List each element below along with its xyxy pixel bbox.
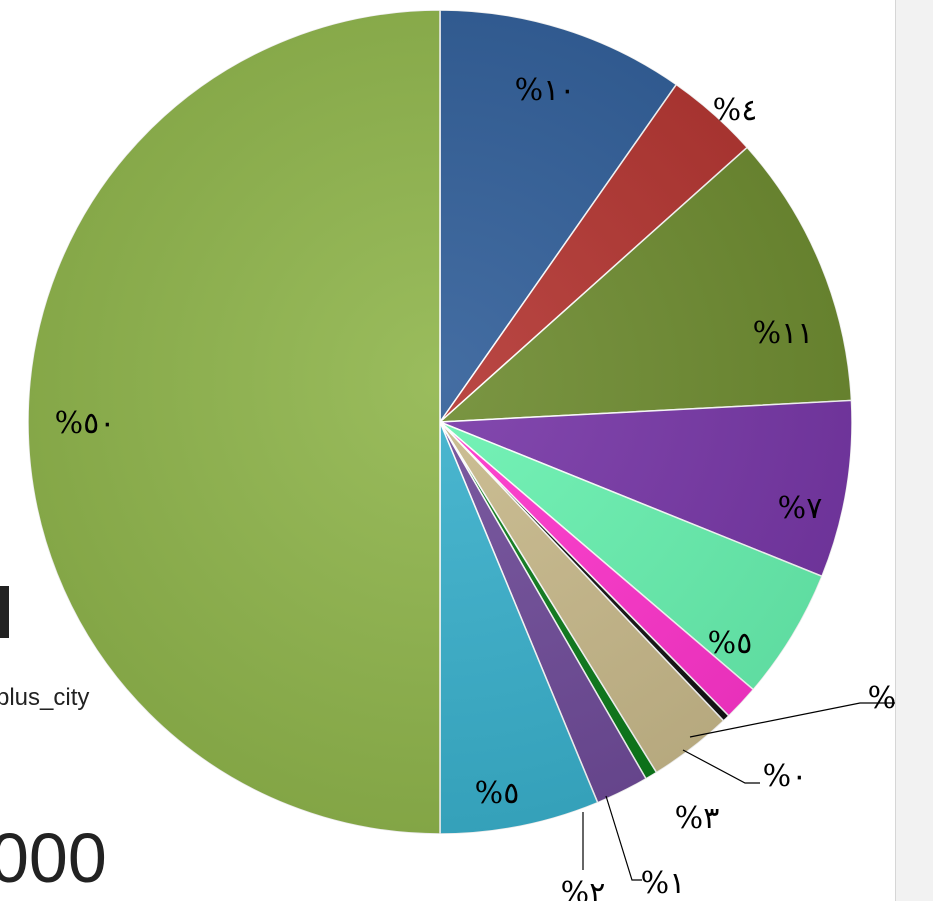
data-label: %٥ [708,626,753,661]
data-label: %٥٠ [55,406,116,441]
slide-area: plus_city 000 %١٠%٤%١١%٧%٥%٢%٠%٣%١%٢%٥%٥… [0,9,895,901]
data-label: %٤ [713,93,758,128]
data-label: %٢ [868,681,895,716]
right-side-panel [895,0,933,901]
data-label: %٢ [561,876,606,901]
data-label: %٥ [475,776,520,811]
data-label: %٠ [763,759,808,794]
pie-chart: %١٠ %٤ %١١ %٧ %٥ %٢ %٠ %٣ %١ %٢ %٥ %٥٠ [27,9,895,901]
data-label: %١ [641,866,686,901]
data-label: %١٠ [515,73,576,108]
leader-line [605,795,642,881]
data-label: %٣ [675,801,720,836]
data-label: %١١ [753,316,814,351]
data-label: %٧ [778,491,823,526]
leader-line [682,749,760,784]
partial-glyph [0,586,9,638]
leader-line [689,702,895,738]
